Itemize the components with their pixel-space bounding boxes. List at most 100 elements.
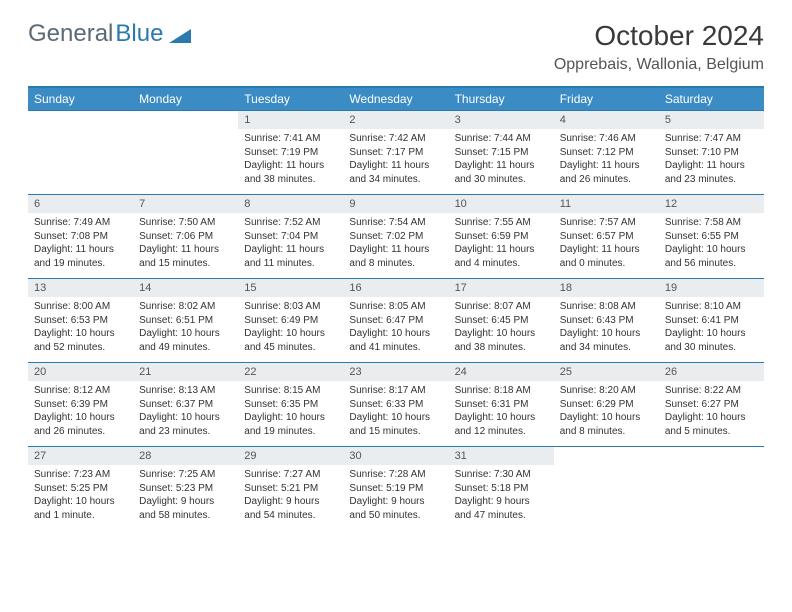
calendar-page: GeneralBlue October 2024 Opprebais, Wall… — [0, 0, 792, 550]
day-body: Sunrise: 8:10 AMSunset: 6:41 PMDaylight:… — [659, 297, 764, 362]
day-body: Sunrise: 8:15 AMSunset: 6:35 PMDaylight:… — [238, 381, 343, 446]
sunrise-text: Sunrise: 7:23 AM — [34, 468, 127, 482]
day-number: 14 — [133, 279, 238, 297]
sunset-text: Sunset: 6:51 PM — [139, 314, 232, 328]
day-body: Sunrise: 7:44 AMSunset: 7:15 PMDaylight:… — [449, 129, 554, 194]
day-body: Sunrise: 8:22 AMSunset: 6:27 PMDaylight:… — [659, 381, 764, 446]
day-number: 6 — [28, 195, 133, 213]
daylight-text: Daylight: 10 hours and 26 minutes. — [34, 411, 127, 438]
sunset-text: Sunset: 6:55 PM — [665, 230, 758, 244]
sunset-text: Sunset: 6:35 PM — [244, 398, 337, 412]
day-body: Sunrise: 7:50 AMSunset: 7:06 PMDaylight:… — [133, 213, 238, 278]
sunset-text: Sunset: 7:02 PM — [349, 230, 442, 244]
day-number: 30 — [343, 447, 448, 465]
sunset-text: Sunset: 7:17 PM — [349, 146, 442, 160]
calendar-day-cell: 14Sunrise: 8:02 AMSunset: 6:51 PMDayligh… — [133, 279, 238, 363]
day-number: 15 — [238, 279, 343, 297]
day-body: Sunrise: 8:18 AMSunset: 6:31 PMDaylight:… — [449, 381, 554, 446]
daylight-text: Daylight: 10 hours and 12 minutes. — [455, 411, 548, 438]
calendar-week-row: 20Sunrise: 8:12 AMSunset: 6:39 PMDayligh… — [28, 363, 764, 447]
day-body: Sunrise: 7:46 AMSunset: 7:12 PMDaylight:… — [554, 129, 659, 194]
day-body: Sunrise: 8:00 AMSunset: 6:53 PMDaylight:… — [28, 297, 133, 362]
sunrise-text: Sunrise: 7:58 AM — [665, 216, 758, 230]
sunrise-text: Sunrise: 7:25 AM — [139, 468, 232, 482]
day-body: Sunrise: 8:05 AMSunset: 6:47 PMDaylight:… — [343, 297, 448, 362]
day-number: 20 — [28, 363, 133, 381]
day-number: 31 — [449, 447, 554, 465]
sunrise-text: Sunrise: 7:54 AM — [349, 216, 442, 230]
day-body: Sunrise: 7:23 AMSunset: 5:25 PMDaylight:… — [28, 465, 133, 530]
day-number: 3 — [449, 111, 554, 129]
daylight-text: Daylight: 10 hours and 15 minutes. — [349, 411, 442, 438]
calendar-day-cell: 18Sunrise: 8:08 AMSunset: 6:43 PMDayligh… — [554, 279, 659, 363]
sunset-text: Sunset: 6:45 PM — [455, 314, 548, 328]
day-body: Sunrise: 7:30 AMSunset: 5:18 PMDaylight:… — [449, 465, 554, 530]
day-number: 27 — [28, 447, 133, 465]
sunrise-text: Sunrise: 8:20 AM — [560, 384, 653, 398]
sunrise-text: Sunrise: 7:30 AM — [455, 468, 548, 482]
calendar-day-cell — [554, 447, 659, 531]
calendar-day-cell: 28Sunrise: 7:25 AMSunset: 5:23 PMDayligh… — [133, 447, 238, 531]
day-number: 5 — [659, 111, 764, 129]
day-number: 9 — [343, 195, 448, 213]
daylight-text: Daylight: 11 hours and 26 minutes. — [560, 159, 653, 186]
daylight-text: Daylight: 11 hours and 19 minutes. — [34, 243, 127, 270]
sunset-text: Sunset: 5:25 PM — [34, 482, 127, 496]
sunrise-text: Sunrise: 8:00 AM — [34, 300, 127, 314]
calendar-day-cell: 24Sunrise: 8:18 AMSunset: 6:31 PMDayligh… — [449, 363, 554, 447]
daylight-text: Daylight: 9 hours and 58 minutes. — [139, 495, 232, 522]
day-body: Sunrise: 7:49 AMSunset: 7:08 PMDaylight:… — [28, 213, 133, 278]
sunrise-text: Sunrise: 7:55 AM — [455, 216, 548, 230]
day-number: 23 — [343, 363, 448, 381]
sunset-text: Sunset: 7:08 PM — [34, 230, 127, 244]
day-body: Sunrise: 8:13 AMSunset: 6:37 PMDaylight:… — [133, 381, 238, 446]
daylight-text: Daylight: 11 hours and 34 minutes. — [349, 159, 442, 186]
calendar-day-cell: 6Sunrise: 7:49 AMSunset: 7:08 PMDaylight… — [28, 195, 133, 279]
day-header: Sunday — [28, 87, 133, 111]
daylight-text: Daylight: 10 hours and 49 minutes. — [139, 327, 232, 354]
calendar-day-cell: 19Sunrise: 8:10 AMSunset: 6:41 PMDayligh… — [659, 279, 764, 363]
day-number: 24 — [449, 363, 554, 381]
day-header: Tuesday — [238, 87, 343, 111]
sunrise-text: Sunrise: 8:10 AM — [665, 300, 758, 314]
daylight-text: Daylight: 10 hours and 56 minutes. — [665, 243, 758, 270]
logo: GeneralBlue — [28, 20, 191, 48]
sunset-text: Sunset: 6:41 PM — [665, 314, 758, 328]
sunset-text: Sunset: 6:29 PM — [560, 398, 653, 412]
calendar-header-row: SundayMondayTuesdayWednesdayThursdayFrid… — [28, 87, 764, 111]
day-body: Sunrise: 8:02 AMSunset: 6:51 PMDaylight:… — [133, 297, 238, 362]
day-header: Monday — [133, 87, 238, 111]
calendar-week-row: 27Sunrise: 7:23 AMSunset: 5:25 PMDayligh… — [28, 447, 764, 531]
daylight-text: Daylight: 10 hours and 52 minutes. — [34, 327, 127, 354]
sunset-text: Sunset: 7:15 PM — [455, 146, 548, 160]
day-body: Sunrise: 8:08 AMSunset: 6:43 PMDaylight:… — [554, 297, 659, 362]
sunset-text: Sunset: 5:18 PM — [455, 482, 548, 496]
calendar-day-cell: 21Sunrise: 8:13 AMSunset: 6:37 PMDayligh… — [133, 363, 238, 447]
sunrise-text: Sunrise: 8:18 AM — [455, 384, 548, 398]
day-body: Sunrise: 7:27 AMSunset: 5:21 PMDaylight:… — [238, 465, 343, 530]
sunrise-text: Sunrise: 8:05 AM — [349, 300, 442, 314]
daylight-text: Daylight: 10 hours and 1 minute. — [34, 495, 127, 522]
location-subtitle: Opprebais, Wallonia, Belgium — [554, 56, 764, 74]
sunset-text: Sunset: 6:31 PM — [455, 398, 548, 412]
day-number: 4 — [554, 111, 659, 129]
calendar-day-cell — [133, 111, 238, 195]
calendar-day-cell — [28, 111, 133, 195]
calendar-day-cell — [659, 447, 764, 531]
day-number: 2 — [343, 111, 448, 129]
calendar-day-cell: 27Sunrise: 7:23 AMSunset: 5:25 PMDayligh… — [28, 447, 133, 531]
logo-text-1: General — [28, 20, 113, 48]
day-header: Wednesday — [343, 87, 448, 111]
sunrise-text: Sunrise: 8:13 AM — [139, 384, 232, 398]
day-number: 28 — [133, 447, 238, 465]
sunrise-text: Sunrise: 8:07 AM — [455, 300, 548, 314]
day-number: 29 — [238, 447, 343, 465]
calendar-day-cell: 23Sunrise: 8:17 AMSunset: 6:33 PMDayligh… — [343, 363, 448, 447]
day-body: Sunrise: 7:57 AMSunset: 6:57 PMDaylight:… — [554, 213, 659, 278]
sunrise-text: Sunrise: 7:41 AM — [244, 132, 337, 146]
sunrise-text: Sunrise: 8:03 AM — [244, 300, 337, 314]
sunset-text: Sunset: 7:10 PM — [665, 146, 758, 160]
sunrise-text: Sunrise: 8:08 AM — [560, 300, 653, 314]
day-number: 25 — [554, 363, 659, 381]
calendar-day-cell: 10Sunrise: 7:55 AMSunset: 6:59 PMDayligh… — [449, 195, 554, 279]
